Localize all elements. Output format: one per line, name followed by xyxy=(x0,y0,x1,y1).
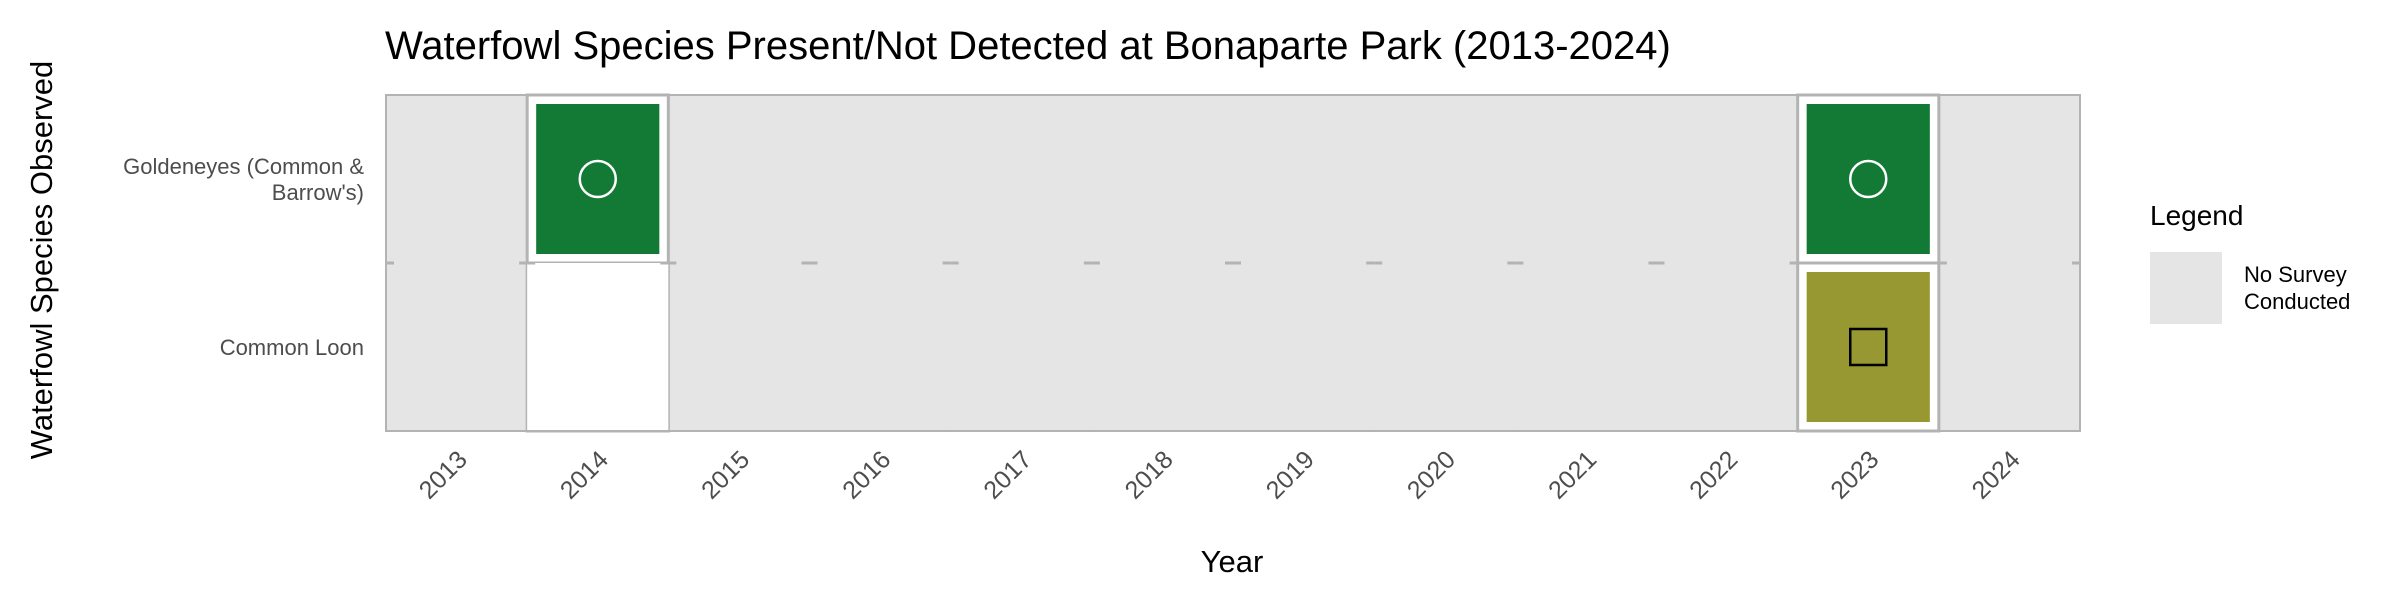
heatmap-cell-no-survey xyxy=(1518,98,1654,260)
y-tick-label-line: Barrow's) xyxy=(272,180,364,205)
heatmap-cell-no-survey xyxy=(1377,266,1513,428)
x-tick-label: 2019 xyxy=(1261,445,1320,504)
heatmap-cell-present xyxy=(1806,104,1930,254)
heatmap-cell-present xyxy=(536,104,660,254)
x-tick-label: 2023 xyxy=(1825,445,1884,504)
heatmap-cell-no-survey xyxy=(1659,98,1795,260)
x-tick-label: 2020 xyxy=(1402,445,1461,504)
heatmap-cell-no-survey xyxy=(1377,98,1513,260)
heatmap-cell-no-survey xyxy=(1941,266,2077,428)
heatmap-cell-no-survey xyxy=(1094,98,1230,260)
heatmap-cell-no-survey xyxy=(1236,98,1372,260)
x-tick-label: 2014 xyxy=(555,445,614,504)
heatmap-cell-no-survey xyxy=(1518,266,1654,428)
x-tick-label: 2013 xyxy=(414,445,473,504)
y-tick-label-line: Goldeneyes (Common & xyxy=(123,154,364,179)
y-axis-title: Waterfowl Species Observed xyxy=(24,61,59,460)
x-tick-label: 2021 xyxy=(1543,445,1602,504)
heatmap-cell-not-detected xyxy=(527,263,669,431)
x-tick-label: 2024 xyxy=(1967,445,2026,504)
heatmap-cells xyxy=(386,93,2080,433)
y-tick-label: Goldeneyes (Common & Barrow's) xyxy=(123,154,364,205)
legend: No Survey Conducted xyxy=(2150,252,2350,324)
circle-marker-icon xyxy=(1849,159,1888,199)
x-tick-label: 2022 xyxy=(1684,445,1743,504)
legend-label: No Survey Conducted xyxy=(2244,262,2350,314)
heatmap-cell-no-survey xyxy=(812,266,948,428)
heatmap-cell-present-alt xyxy=(1806,272,1930,422)
heatmap-cell-no-survey xyxy=(671,266,807,428)
square-marker-icon xyxy=(1849,327,1888,367)
legend-label-line: Conducted xyxy=(2244,289,2350,314)
heatmap-cell-no-survey xyxy=(389,266,525,428)
y-tick-label-line: Common Loon xyxy=(220,335,364,360)
heatmap-cell-no-survey xyxy=(1941,98,2077,260)
legend-label-line: No Survey xyxy=(2244,262,2347,287)
heatmap-cell-no-survey xyxy=(671,98,807,260)
x-tick-label: 2018 xyxy=(1120,445,1179,504)
x-tick-label: 2015 xyxy=(696,445,755,504)
heatmap-cell-no-survey xyxy=(389,98,525,260)
legend-swatch xyxy=(2150,252,2222,324)
heatmap-cell-no-survey xyxy=(953,266,1089,428)
x-tick-label: 2017 xyxy=(978,445,1037,504)
cell-markers xyxy=(578,159,1888,367)
heatmap-cell-no-survey xyxy=(1659,266,1795,428)
legend-title: Legend xyxy=(2150,200,2243,231)
chart-title: Waterfowl Species Present/Not Detected a… xyxy=(385,24,1671,68)
x-axis-tick-labels: 2013 2014 2015 2016 2017 2018 2019 2020 2021 2022… xyxy=(414,445,2026,504)
x-tick-label: 2016 xyxy=(837,445,896,504)
y-axis-tick-labels: Goldeneyes (Common & Barrow's) Common Loon xyxy=(123,154,364,360)
heatmap-cell-no-survey xyxy=(1094,266,1230,428)
x-axis-title: Year xyxy=(1201,544,1264,579)
heatmap-cell-no-survey xyxy=(953,98,1089,260)
heatmap-cell-no-survey xyxy=(812,98,948,260)
circle-marker-icon xyxy=(578,159,617,199)
y-tick-label: Common Loon xyxy=(220,335,364,360)
heatmap-cell-no-survey xyxy=(1236,266,1372,428)
plot-panel-border xyxy=(385,94,2081,432)
